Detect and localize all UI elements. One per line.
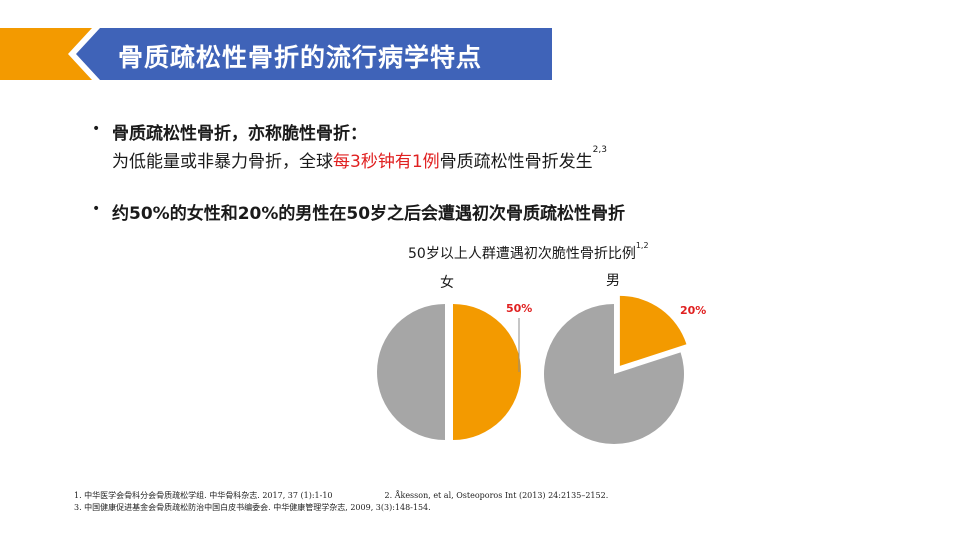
bullet-2-text: 约50%的女性和20%的男性在50岁之后会遭遇初次骨质疏松性骨折 [112, 204, 626, 224]
pie-male-label: 男 [606, 273, 620, 289]
bullet-dot: • [92, 201, 101, 217]
pie-slice-highlight [619, 295, 687, 366]
bullet-dot: • [92, 121, 101, 137]
bullet-1-pre: 为低能量或非暴力骨折，全球 [112, 152, 333, 172]
chart-title-sup: 1,2 [635, 241, 649, 250]
bullet-1-sup: 2,3 [592, 145, 607, 155]
title-banner [0, 28, 552, 80]
reference-2: 2. Åkesson, et al, Osteoporos Int (2013)… [384, 491, 609, 500]
page-title: 骨质疏松性骨折的流行病学特点 [118, 43, 483, 72]
chart-title: 50岁以上人群遭遇初次脆性骨折比例1,2 [408, 241, 649, 263]
chart-title-text: 50岁以上人群遭遇初次脆性骨折比例 [408, 246, 636, 262]
references: 1. 中华医学会骨科分会骨质疏松学组. 中华骨科杂志. 2017, 37 (1)… [74, 490, 608, 514]
pie-female-label: 女 [440, 275, 454, 291]
banner-blue-block [76, 28, 552, 80]
pie-slice-rest [377, 304, 445, 440]
pie-male-value-label: 20% [680, 304, 707, 317]
bullet-1-text: 为低能量或非暴力骨折，全球每3秒钟有1例骨质疏松性骨折发生2,3 [112, 145, 607, 172]
reference-1: 1. 中华医学会骨科分会骨质疏松学组. 中华骨科杂志. 2017, 37 (1)… [74, 491, 333, 500]
bullet-1-title: 骨质疏松性骨折，亦称脆性骨折： [112, 124, 367, 144]
pie-female-value-label: 50% [506, 302, 533, 315]
pie-slice-highlight [453, 304, 521, 440]
bullet-1-highlight: 每3秒钟有1例 [333, 152, 440, 172]
pie-slice-rest [544, 304, 684, 444]
bullet-1-post: 骨质疏松性骨折发生 [439, 152, 593, 172]
banner-orange-block [0, 28, 92, 80]
reference-3: 3. 中国健康促进基金会骨质疏松防治中国白皮书编委会. 中华健康管理学杂志, 2… [74, 503, 431, 512]
banner-shape [0, 28, 552, 80]
